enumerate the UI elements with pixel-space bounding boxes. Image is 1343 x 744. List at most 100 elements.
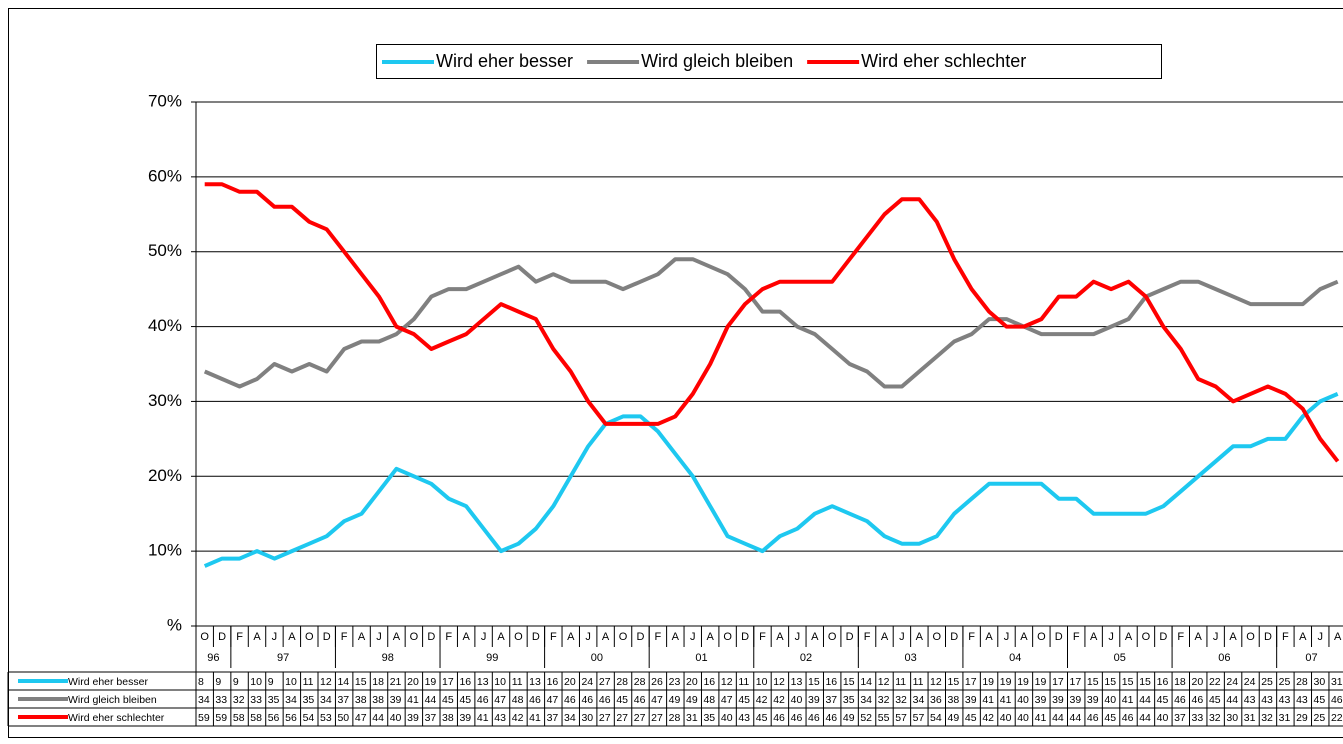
- table-cell: 30: [1226, 712, 1238, 724]
- table-cell: 35: [703, 712, 715, 724]
- table-cell: 14: [860, 676, 872, 688]
- x-tick-label: O: [1142, 631, 1151, 643]
- x-tick-label: A: [811, 631, 819, 643]
- table-cell: 15: [1087, 676, 1099, 688]
- legend-box: [376, 44, 1162, 79]
- table-cell: 41: [1035, 712, 1047, 724]
- table-cell: 38: [372, 694, 384, 706]
- y-tick-label: %: [167, 615, 182, 634]
- x-tick-label: F: [1073, 631, 1080, 643]
- table-cell: 41: [982, 694, 994, 706]
- table-cell: 45: [738, 694, 750, 706]
- x-tick-label: J: [272, 631, 278, 643]
- table-cell: 9: [268, 676, 274, 688]
- table-cell: 55: [878, 712, 890, 724]
- table-cell: 39: [1035, 694, 1047, 706]
- table-cell: 17: [965, 676, 977, 688]
- table-cell: 42: [512, 712, 524, 724]
- table-cell: 31: [1279, 712, 1291, 724]
- table-cell: 45: [1157, 694, 1169, 706]
- x-tick-label: A: [288, 631, 296, 643]
- table-cell: 16: [547, 676, 559, 688]
- table-cell: 37: [547, 712, 559, 724]
- table-cell: 22: [1209, 676, 1221, 688]
- table-cell: 49: [843, 712, 855, 724]
- table-cell: 44: [1139, 694, 1151, 706]
- table-cell: 33: [1192, 712, 1204, 724]
- x-tick-label: J: [1004, 631, 1010, 643]
- table-cell: 41: [529, 712, 541, 724]
- table-cell: 34: [198, 694, 210, 706]
- table-cell: 39: [1052, 694, 1064, 706]
- table-cell: 58: [233, 712, 245, 724]
- table-cell: 19: [425, 676, 437, 688]
- table-cell: 49: [669, 694, 681, 706]
- series-line: [203, 392, 1339, 568]
- table-cell: 46: [564, 694, 576, 706]
- x-tick-label: A: [497, 631, 505, 643]
- x-tick-label: F: [968, 631, 975, 643]
- x-tick-label: F: [341, 631, 348, 643]
- table-cell: 12: [320, 676, 332, 688]
- table-cell: 49: [947, 712, 959, 724]
- table-cell: 58: [250, 712, 262, 724]
- table-cell: 20: [686, 676, 698, 688]
- x-tick-label: F: [236, 631, 243, 643]
- x-tick-label: F: [1177, 631, 1184, 643]
- series-line: [204, 182, 1340, 463]
- year-label: 04: [1009, 652, 1021, 664]
- table-cell: 48: [703, 694, 715, 706]
- table-cell: 50: [337, 712, 349, 724]
- table-cell: 47: [721, 694, 733, 706]
- table-cell: 33: [250, 694, 262, 706]
- x-tick-label: O: [1246, 631, 1255, 643]
- table-cell: 46: [1087, 712, 1099, 724]
- table-cell: 45: [1314, 694, 1326, 706]
- x-tick-label: A: [1334, 631, 1342, 643]
- table-cell: 39: [808, 694, 820, 706]
- x-tick-label: D: [741, 631, 749, 643]
- table-cell: 12: [930, 676, 942, 688]
- table-cell: 37: [825, 694, 837, 706]
- table-cell: 35: [303, 694, 315, 706]
- x-tick-label: A: [707, 631, 715, 643]
- table-cell: 21: [390, 676, 402, 688]
- x-tick-label: J: [899, 631, 905, 643]
- table-row-name: Wird eher schlechter: [68, 712, 165, 724]
- x-tick-label: O: [723, 631, 732, 643]
- x-tick-label: O: [200, 631, 209, 643]
- table-cell: 45: [459, 694, 471, 706]
- x-tick-label: A: [1090, 631, 1098, 643]
- table-cell: 43: [1261, 694, 1273, 706]
- table-cell: 49: [686, 694, 698, 706]
- table-cell: 30: [1314, 676, 1326, 688]
- x-tick-label: D: [636, 631, 644, 643]
- table-cell: 38: [947, 694, 959, 706]
- x-tick-label: A: [1299, 631, 1307, 643]
- x-tick-label: O: [932, 631, 941, 643]
- table-cell: 15: [1139, 676, 1151, 688]
- table-cell: 10: [756, 676, 768, 688]
- table-cell: 56: [285, 712, 297, 724]
- table-cell: 41: [407, 694, 419, 706]
- table-cell: 39: [965, 694, 977, 706]
- table-cell: 45: [1209, 694, 1221, 706]
- table-cell: 40: [1104, 694, 1116, 706]
- table-cell: 34: [564, 712, 576, 724]
- legend-label: Wird gleich bleiben: [641, 51, 793, 71]
- y-tick-label: 50%: [148, 241, 182, 260]
- table-cell: 18: [1174, 676, 1186, 688]
- table-cell: 39: [407, 712, 419, 724]
- table-cell: 40: [1017, 694, 1029, 706]
- table-cell: 20: [1192, 676, 1204, 688]
- x-tick-label: A: [672, 631, 680, 643]
- table-cell: 24: [581, 676, 593, 688]
- year-label: 96: [207, 652, 219, 664]
- table-cell: 46: [1122, 712, 1134, 724]
- table-cell: 32: [1209, 712, 1221, 724]
- x-tick-label: F: [864, 631, 871, 643]
- table-cell: 40: [1017, 712, 1029, 724]
- table-cell: 27: [599, 712, 611, 724]
- table-cell: 27: [651, 712, 663, 724]
- x-tick-label: J: [1317, 631, 1323, 643]
